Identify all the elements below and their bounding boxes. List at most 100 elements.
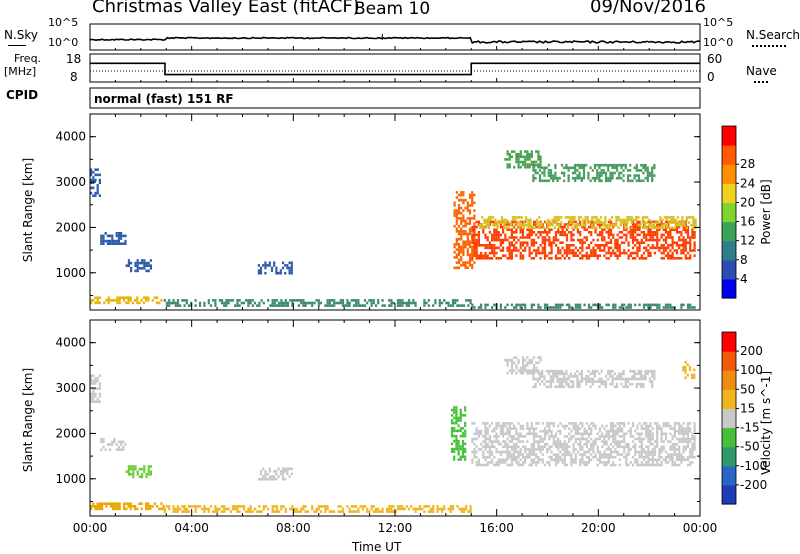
power-data-cell: [249, 301, 252, 305]
power-data-cell: [460, 217, 463, 220]
power-data-cell: [656, 236, 659, 239]
velocity-data-cell: [576, 369, 579, 373]
power-data-cell: [660, 257, 663, 260]
power-data-cell: [594, 249, 597, 252]
velocity-data-cell: [379, 510, 382, 513]
velocity-data-cell: [461, 414, 465, 417]
velocity-data-cell: [635, 372, 638, 376]
power-data-cell: [471, 266, 474, 270]
velocity-data-cell: [484, 427, 487, 430]
velocity-data-cell: [587, 432, 591, 436]
velocity-data-cell: [326, 507, 329, 511]
velocity-data-cell: [510, 455, 513, 459]
power-data-cell: [598, 176, 601, 180]
velocity-data-cell: [122, 440, 125, 444]
power-data-cell: [577, 223, 581, 227]
power-data-cell: [471, 225, 474, 229]
power-data-cell: [123, 299, 126, 302]
power-data-cell: [565, 249, 569, 252]
power-data-cell: [686, 306, 690, 309]
power-data-cell: [627, 303, 630, 307]
power-data-cell: [582, 163, 586, 167]
power-data-cell: [471, 201, 474, 205]
velocity-data-cell: [539, 358, 542, 362]
velocity-data-cell: [350, 510, 353, 513]
power-data-cell: [665, 226, 669, 230]
power-data-cell: [638, 246, 641, 250]
power-data-cell: [528, 152, 531, 156]
power-data-cell: [568, 244, 571, 247]
velocity-data-cell: [524, 358, 527, 362]
velocity-data-cell: [535, 448, 538, 451]
power-data-cell: [641, 218, 644, 222]
velocity-data-cell: [455, 437, 458, 440]
power-data-cell: [550, 249, 553, 252]
velocity-data-cell: [686, 427, 690, 430]
power-data-cell: [693, 246, 696, 250]
velocity-data-cell: [656, 422, 659, 425]
power-data-cell: [684, 238, 687, 242]
velocity-data-cell: [513, 450, 516, 454]
power-data-cell: [127, 299, 130, 302]
power-data-cell: [181, 299, 184, 302]
velocity-data-cell: [366, 507, 369, 511]
velocity-data-cell: [579, 440, 582, 443]
power-data-cell: [609, 241, 613, 244]
velocity-data-cell: [585, 461, 588, 464]
velocity-data-cell: [109, 448, 112, 451]
velocity-data-cell: [561, 442, 564, 446]
power-data-cell: [268, 264, 271, 267]
velocity-data-cell: [560, 380, 564, 383]
velocity-data-cell: [559, 429, 562, 433]
power-data-cell: [488, 241, 491, 244]
velocity-data-cell: [94, 400, 97, 403]
velocity-data-cell: [671, 458, 674, 462]
power-data-cell: [557, 249, 560, 252]
velocity-data-cell: [644, 369, 647, 373]
power-data-cell: [468, 240, 472, 244]
power-data-cell: [651, 236, 654, 239]
power-data-cell: [543, 251, 547, 255]
power-data-cell: [629, 174, 632, 177]
power-data-cell: [646, 176, 649, 180]
velocity-data-cell: [537, 458, 540, 462]
velocity-data-cell: [554, 372, 557, 376]
power-data-cell: [528, 155, 531, 159]
power-data-cell: [503, 221, 506, 224]
velocity-data-cell: [234, 507, 237, 511]
velocity-data-cell: [286, 470, 289, 473]
power-data-cell: [684, 223, 687, 226]
velocity-data-cell: [212, 510, 215, 513]
power-data-cell: [538, 169, 542, 172]
power-data-cell: [538, 179, 542, 183]
power-data-cell: [124, 234, 127, 238]
power-data-cell: [105, 299, 108, 302]
velocity-data-cell: [653, 453, 657, 456]
power-data-cell: [455, 266, 458, 270]
power-data-cell: [691, 228, 694, 231]
velocity-data-cell: [427, 510, 430, 513]
power-data-cell: [539, 160, 542, 164]
xaxis-tick-label: 08:00: [276, 521, 311, 535]
power-data-cell: [546, 233, 549, 237]
power-data-cell: [671, 241, 674, 244]
velocity-data-cell: [613, 372, 616, 376]
velocity-data-cell: [561, 448, 564, 451]
power-data-cell: [484, 254, 487, 257]
power-data-cell: [642, 251, 646, 255]
power-data-cell: [317, 301, 320, 305]
velocity-data-cell: [587, 424, 591, 428]
power-data-cell: [521, 257, 525, 260]
power-data-cell: [462, 198, 465, 202]
velocity-data-cell: [519, 458, 522, 462]
velocity-data-cell: [187, 510, 191, 513]
velocity-data-cell: [510, 369, 514, 372]
power-data-cell: [468, 193, 472, 197]
power-data-cell: [537, 155, 540, 159]
velocity-data-cell: [449, 507, 452, 511]
power-data-cell: [518, 216, 521, 219]
power-data-cell: [94, 301, 97, 305]
power-data-cell: [604, 176, 608, 180]
velocity-data-cell: [682, 458, 685, 462]
velocity-data-cell: [519, 450, 522, 454]
